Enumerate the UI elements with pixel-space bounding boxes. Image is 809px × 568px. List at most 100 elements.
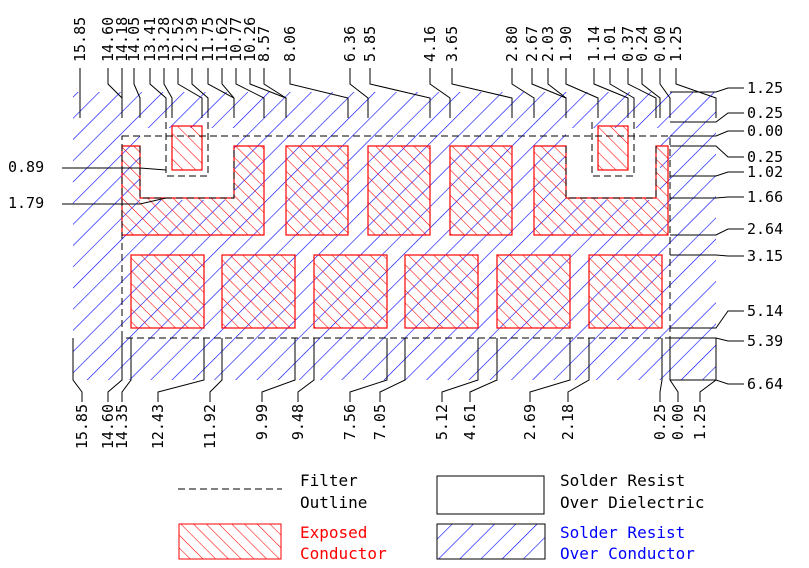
dim-label-top: 11.75 bbox=[199, 17, 217, 62]
inner-outline-right bbox=[565, 146, 657, 199]
filter-outline bbox=[121, 135, 671, 339]
dim-label-top: 0.24 bbox=[633, 26, 651, 62]
dim-label-top: 13.41 bbox=[141, 17, 159, 62]
dim-label-top: 12.39 bbox=[183, 17, 201, 62]
dim-leader-bottom bbox=[469, 338, 498, 402]
dim-leader-top bbox=[675, 68, 717, 118]
legend-filter-outline-line2: Outline bbox=[300, 493, 367, 512]
dim-leader-top bbox=[221, 68, 235, 118]
inner-outline-left-2 bbox=[165, 122, 209, 177]
dim-leader-bottom bbox=[72, 338, 83, 402]
dim-label-bottom: 2.69 bbox=[521, 404, 539, 440]
dim-leader-bottom bbox=[379, 338, 406, 402]
dim-label-top: 2.03 bbox=[539, 26, 557, 62]
pad-bottom-3 bbox=[313, 254, 388, 329]
dim-leader-right bbox=[670, 228, 744, 236]
dim-leader-top bbox=[177, 68, 203, 118]
dim-leader-right bbox=[670, 112, 744, 123]
legend-solder-resist-over-conductor-swatch bbox=[436, 523, 546, 560]
dim-label-bottom: 9.48 bbox=[289, 404, 307, 440]
pad-bottom-6 bbox=[588, 254, 663, 329]
dim-leader-top bbox=[547, 68, 567, 118]
dim-label-top: 2.67 bbox=[523, 26, 541, 62]
dim-leader-top bbox=[627, 68, 657, 118]
legend-solder-resist-over-conductor-line1: Solder Resist bbox=[560, 523, 685, 542]
dim-label-top: 1.14 bbox=[585, 26, 603, 62]
dim-leader-top bbox=[659, 68, 671, 118]
dim-leader-bottom bbox=[659, 338, 663, 402]
dim-leader-top bbox=[369, 68, 431, 118]
dim-label-bottom: 12.43 bbox=[149, 404, 167, 449]
legend-exposed-conductor-line1: Exposed bbox=[300, 523, 367, 542]
dim-leader-top bbox=[511, 68, 535, 118]
dim-leader-right bbox=[670, 254, 744, 257]
right-dimensions: 1.250.250.000.251.021.662.643.155.145.39… bbox=[670, 79, 783, 393]
pad-top-4 bbox=[449, 145, 513, 236]
dim-leader-right bbox=[670, 87, 744, 93]
dim-leader-top bbox=[451, 68, 513, 118]
pad-top-small-right bbox=[597, 125, 629, 171]
legend-exposed-conductor-swatch bbox=[178, 523, 282, 560]
dim-label-top: 4.16 bbox=[421, 26, 439, 62]
pad-bottom-1 bbox=[130, 254, 205, 329]
dim-label-top: 14.05 bbox=[125, 17, 143, 62]
dim-label-top: 0.00 bbox=[651, 26, 669, 62]
dim-leader-top bbox=[593, 68, 629, 118]
pad-bottom-4 bbox=[404, 254, 479, 329]
dim-leader-bottom bbox=[297, 338, 315, 402]
dim-label-right: 0.00 bbox=[747, 122, 783, 140]
dim-label-top: 11.62 bbox=[213, 17, 231, 62]
dim-label-right: 1.02 bbox=[747, 163, 783, 181]
dim-label-bottom: 15.85 bbox=[73, 404, 91, 449]
legend-exposed-conductor-line2: Conductor bbox=[300, 544, 387, 563]
dim-label-top: 10.26 bbox=[241, 17, 259, 62]
legend-filter-outline-line1: Filter bbox=[300, 471, 358, 490]
dim-label-right: 1.25 bbox=[747, 79, 783, 97]
pad-bottom-2 bbox=[221, 254, 296, 329]
dim-leader-top bbox=[429, 68, 451, 118]
dim-label-bottom: 9.99 bbox=[253, 404, 271, 440]
left-dimensions: 0.89 1.79 bbox=[8, 158, 167, 212]
legend: Filter Outline Solder Resist Over Dielec… bbox=[178, 471, 705, 563]
pad-bottom-5 bbox=[496, 254, 571, 329]
dim-leader-bottom bbox=[529, 338, 571, 402]
dim-leader-bottom bbox=[157, 338, 205, 402]
dim-label-top: 8.57 bbox=[255, 26, 273, 62]
dim-label-bottom: 7.56 bbox=[341, 404, 359, 440]
pad-top-3 bbox=[367, 145, 431, 236]
dim-leader-top bbox=[289, 68, 349, 118]
dim-label-bottom: 5.12 bbox=[433, 404, 451, 440]
dim-leader-right bbox=[670, 337, 744, 342]
dim-label-bottom: 2.18 bbox=[559, 404, 577, 440]
dim-leader-right bbox=[670, 145, 744, 158]
dim-leader-right bbox=[670, 310, 744, 329]
dim-label-bottom: 0.25 bbox=[651, 404, 669, 440]
dim-label-right: 1.66 bbox=[747, 188, 783, 206]
dim-leader-top bbox=[149, 68, 167, 118]
dim-leader-bottom bbox=[209, 338, 223, 402]
dim-label-top: 14.60 bbox=[99, 17, 117, 62]
dim-leader-bottom bbox=[107, 338, 123, 402]
dim-leader-bottom bbox=[699, 338, 717, 402]
dim-label-right: 0.25 bbox=[747, 104, 783, 122]
dim-leader-bottom bbox=[567, 338, 590, 402]
dim-leader-right bbox=[670, 130, 744, 137]
dim-label-top: 10.77 bbox=[227, 17, 245, 62]
top-pad-row bbox=[121, 125, 669, 236]
dim-label-top: 1.25 bbox=[667, 26, 685, 62]
legend-solder-resist-over-dielectric-swatch bbox=[436, 475, 545, 515]
dim-label-top: 1.90 bbox=[557, 26, 575, 62]
legend-solder-resist-over-conductor-line2: Over Conductor bbox=[560, 544, 695, 563]
dim-label-bottom: 1.25 bbox=[691, 404, 709, 440]
dim-leader-top bbox=[235, 68, 265, 118]
dim-leader-right bbox=[670, 196, 744, 199]
dim-leader-top bbox=[565, 68, 599, 118]
dim-leader-bottom bbox=[121, 338, 132, 402]
dim-label-top: 14.18 bbox=[113, 17, 131, 62]
dim-leader-top bbox=[641, 68, 661, 118]
dim-leader-top bbox=[163, 68, 173, 118]
inner-outline-left bbox=[139, 146, 235, 199]
bottom-pad-row bbox=[130, 254, 663, 329]
dim-label-top: 0.37 bbox=[619, 26, 637, 62]
